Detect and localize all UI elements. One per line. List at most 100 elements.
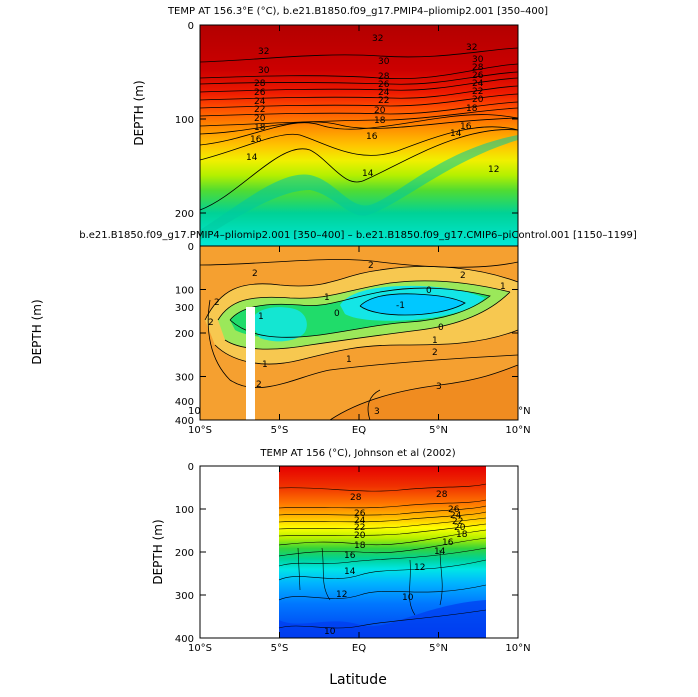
p3-clab-8: 22 <box>452 517 463 527</box>
p3-clab-16: 14 <box>434 547 446 557</box>
p1-clab-22: 18 <box>254 123 266 133</box>
p2-clab-9: 1 <box>500 282 506 292</box>
p1-clab-18: 22 <box>472 87 483 97</box>
p1-clab-23: 18 <box>374 116 386 126</box>
p1-clab-16: 22 <box>254 105 265 115</box>
p1-clab-2: 32 <box>372 34 383 44</box>
panel2-axes: 10°S 5°S EQ 5°N 10°N 0 100 2 0 0 300 400 <box>175 242 531 436</box>
panel3-ytick-label-3: 300 <box>175 591 194 602</box>
p1-clab-20: 20 <box>374 106 386 116</box>
panel2-deep-warm <box>330 365 518 420</box>
panel3-title: TEMP AT 156 (°C), Johnson et al (2002) <box>259 448 455 459</box>
p2-clab-14: -1 <box>396 301 405 311</box>
p2-clab-7: 1 <box>432 336 438 346</box>
p1-clab-15: 24 <box>472 79 484 89</box>
panel2-missing-data-strip <box>246 307 255 420</box>
panel3-ytick-label-1: 100 <box>175 505 194 516</box>
panel1-title: TEMP AT 156.3°E (°C), b.e21.B1850.f09_g1… <box>167 6 548 17</box>
panel2-xtick-label-1: 5°S <box>271 425 289 436</box>
panel1-thermocline-dome <box>200 135 518 240</box>
p1-clab-6: 30 <box>472 55 484 65</box>
p1-clab-1: 32 <box>258 47 269 57</box>
p1-clab-27: 16 <box>460 122 472 132</box>
p3-clab-3: 26 <box>354 509 366 519</box>
panel3-ytick-label-4: 400 <box>175 634 194 645</box>
panel1-ytick-label-0: 0 <box>188 21 194 32</box>
p1-clab-29: 14 <box>362 169 374 179</box>
panel3-ytick-label-0: 0 <box>188 462 194 473</box>
p2-clab-15: 1 <box>258 312 264 322</box>
p3-clab-20: 10 <box>402 593 414 603</box>
p3-clab-14: 16 <box>442 538 454 548</box>
p1-clab-11: 26 <box>378 80 390 90</box>
panel2-contours <box>199 259 519 421</box>
p2-clab-18: 3 <box>436 382 442 392</box>
panel2-ytick-label-4: 400 <box>175 416 194 427</box>
panel3-xtick-label-4: 10°N <box>505 643 530 654</box>
panel2-title: b.e21.B1850.f09_g17.PMIP4–pliomip2.001 [… <box>79 230 637 241</box>
p2-clab-10: 1 <box>346 355 352 365</box>
p1-clab-9: 28 <box>472 63 484 73</box>
p3-clab-10: 20 <box>454 523 466 533</box>
p1-clab-7: 28 <box>254 79 266 89</box>
panel2-ytick-label-0: 0 <box>188 242 194 253</box>
p3-clab-18: 12 <box>414 563 425 573</box>
p1-clab-3: 32 <box>466 43 477 53</box>
panel2-xtick-label-0: 10°S <box>188 425 212 436</box>
p2-clab-1: 2 <box>252 269 258 279</box>
panel2-cold-core-inner <box>360 293 465 315</box>
p1-clab-30: 14 <box>450 129 462 139</box>
p3-clab-1: 28 <box>350 493 362 503</box>
p1-clab-5: 30 <box>378 57 390 67</box>
p2-clab-19: 3 <box>374 407 380 417</box>
p1-clab-25: 16 <box>250 135 262 145</box>
p2-clab-16: 2 <box>256 380 262 390</box>
p1-clab-10: 26 <box>254 88 266 98</box>
p2-clab-4: 2 <box>208 318 214 328</box>
p3-clab-7: 22 <box>354 523 365 533</box>
panel3-xtick-label-2: EQ <box>352 643 366 654</box>
panel2-xtick-label-3: 5°N <box>429 425 448 436</box>
p1-clab-13: 24 <box>254 97 266 107</box>
p3-clab-11: 18 <box>354 541 366 551</box>
p1-clab-21: 20 <box>472 95 484 105</box>
panel1-ytick-label-4: 400 <box>175 397 194 408</box>
panel3-ylabel: DEPTH (m) <box>151 519 165 584</box>
panel1-ylabel: DEPTH (m) <box>132 80 146 145</box>
p1-clab-4: 30 <box>258 66 270 76</box>
panel2-ytick-label-1: 100 <box>175 286 194 297</box>
p3-clab-2: 28 <box>436 490 448 500</box>
panel3-contours <box>278 483 487 629</box>
panel2-xtick-label-2: EQ <box>352 425 366 436</box>
p1-clab-28: 14 <box>246 153 258 163</box>
p3-clab-5: 24 <box>354 516 366 526</box>
p1-clab-24: 18 <box>466 104 478 114</box>
panel3-axes: 10°S 5°S EQ 5°N 10°N 0 100 200 300 400 <box>175 462 531 654</box>
p1-clab-19: 20 <box>254 114 266 124</box>
panel2-xtick-label-4: 10°N <box>505 425 530 436</box>
p2-clab-17: 2 <box>214 298 220 308</box>
panel1-ytick-label-2: 200 <box>175 209 194 220</box>
p2-clab-2: 2 <box>368 261 374 271</box>
p3-clab-15: 14 <box>344 567 356 577</box>
panel3-xtick-label-3: 5°N <box>429 643 448 654</box>
p2-clab-6: 1 <box>324 293 330 303</box>
panel3-xtick-label-0: 10°S <box>188 643 212 654</box>
p3-clab-17: 12 <box>336 590 347 600</box>
p2-clab-5: 2 <box>432 348 438 358</box>
panel2-ylabel: DEPTH (m) <box>30 299 44 364</box>
p3-clab-12: 18 <box>456 530 468 540</box>
p2-clab-3: 2 <box>460 271 466 281</box>
p2-clab-11: 0 <box>334 309 340 319</box>
panel2-plot: 2 2 2 2 2 1 1 1 1 1 0 0 0 -1 1 2 2 3 3 <box>199 246 519 421</box>
panel2-ytick-label-3: 300 <box>175 373 194 384</box>
p1-clab-12: 26 <box>472 71 484 81</box>
p3-clab-4: 26 <box>448 505 460 515</box>
panel3-plot: 28 28 26 26 24 24 22 22 20 20 18 18 16 1… <box>278 466 487 638</box>
p3-clab-19: 10 <box>324 627 336 637</box>
p1-clab-31: 12 <box>488 165 499 175</box>
p2-clab-12: 0 <box>426 286 432 296</box>
panel3-deep-blue <box>279 600 486 638</box>
p1-clab-8: 28 <box>378 72 390 82</box>
